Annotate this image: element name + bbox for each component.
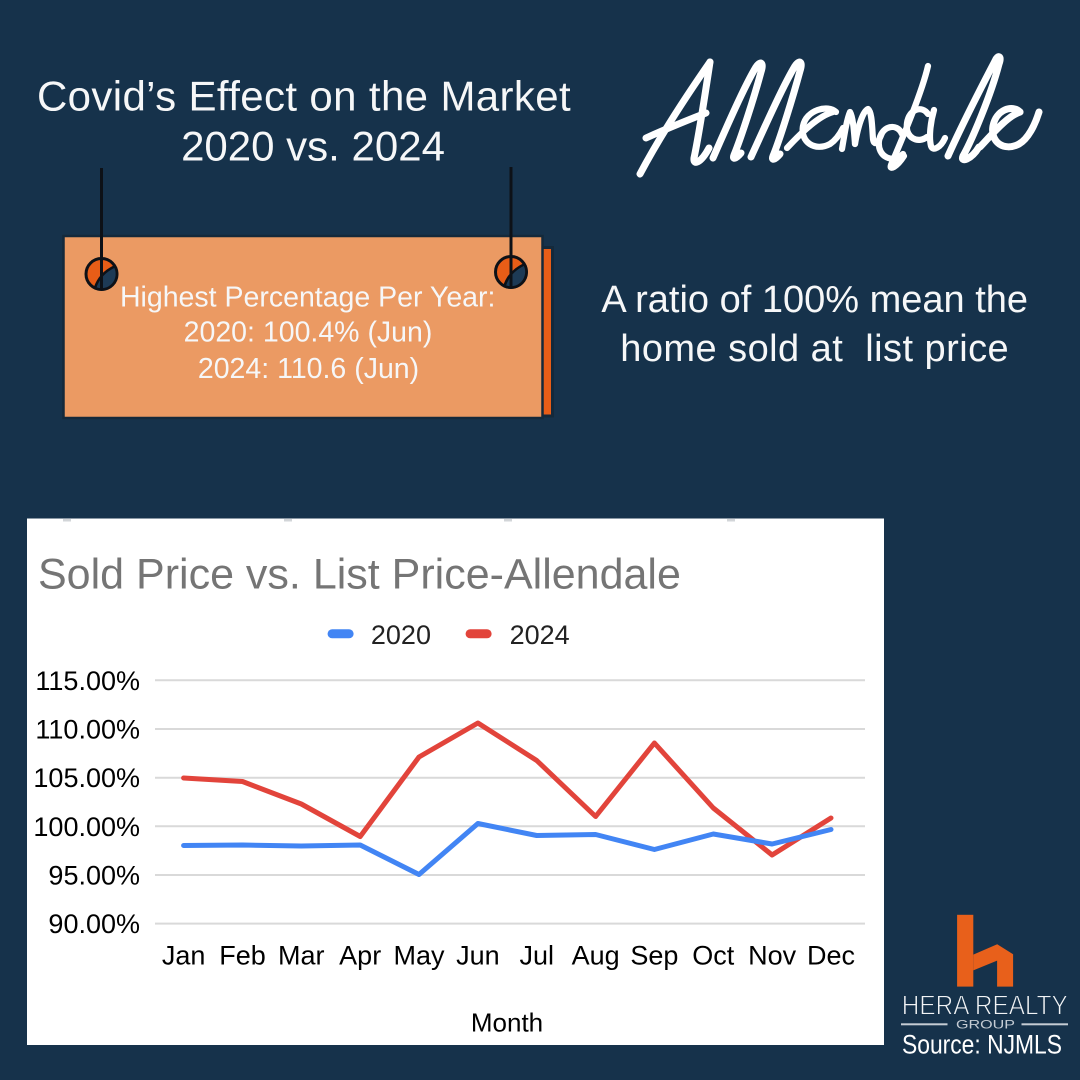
- svg-text:Month: Month: [471, 1008, 543, 1038]
- svg-text:95.00%: 95.00%: [48, 861, 140, 891]
- svg-text:May: May: [393, 940, 445, 970]
- svg-text:Aug: Aug: [572, 940, 620, 970]
- svg-text:90.00%: 90.00%: [48, 909, 140, 939]
- svg-text:2024: 110.6 (Jun): 2024: 110.6 (Jun): [198, 353, 419, 385]
- svg-text:Highest Percentage Per Year:: Highest Percentage Per Year:: [120, 282, 496, 314]
- svg-text:Apr: Apr: [339, 940, 381, 970]
- svg-text:Dec: Dec: [807, 940, 855, 970]
- svg-text:2020 vs. 2024: 2020 vs. 2024: [181, 123, 445, 170]
- svg-text:A ratio of 100% mean the: A ratio of 100% mean the: [601, 279, 1028, 321]
- svg-text:Jul: Jul: [519, 940, 554, 970]
- svg-text:100.00%: 100.00%: [33, 812, 140, 842]
- svg-text:Sep: Sep: [630, 940, 678, 970]
- svg-text:Covid’s Effect on the Market: Covid’s Effect on the Market: [37, 73, 571, 120]
- svg-text:110.00%: 110.00%: [35, 715, 140, 745]
- svg-text:Feb: Feb: [219, 940, 266, 970]
- svg-text:105.00%: 105.00%: [33, 763, 140, 793]
- svg-text:2024: 2024: [510, 620, 570, 650]
- svg-text:2020: 2020: [371, 620, 431, 650]
- svg-text:GROUP: GROUP: [956, 1017, 1015, 1031]
- svg-text:Sold Price vs. List Price-Alle: Sold Price vs. List Price-Allendale: [38, 551, 681, 599]
- svg-text:Oct: Oct: [692, 940, 735, 970]
- svg-text:Source: NJMLS: Source: NJMLS: [902, 1030, 1062, 1060]
- svg-text:2020: 100.4% (Jun): 2020: 100.4% (Jun): [184, 317, 433, 349]
- svg-text:115.00%: 115.00%: [35, 666, 140, 696]
- svg-text:Jan: Jan: [162, 940, 206, 970]
- svg-text:Nov: Nov: [748, 940, 797, 970]
- svg-text:home sold at list price: home sold at list price: [620, 328, 1009, 370]
- svg-text:Jun: Jun: [456, 940, 500, 970]
- svg-text:HERA REALTY: HERA REALTY: [902, 990, 1068, 1021]
- svg-text:Mar: Mar: [278, 940, 325, 970]
